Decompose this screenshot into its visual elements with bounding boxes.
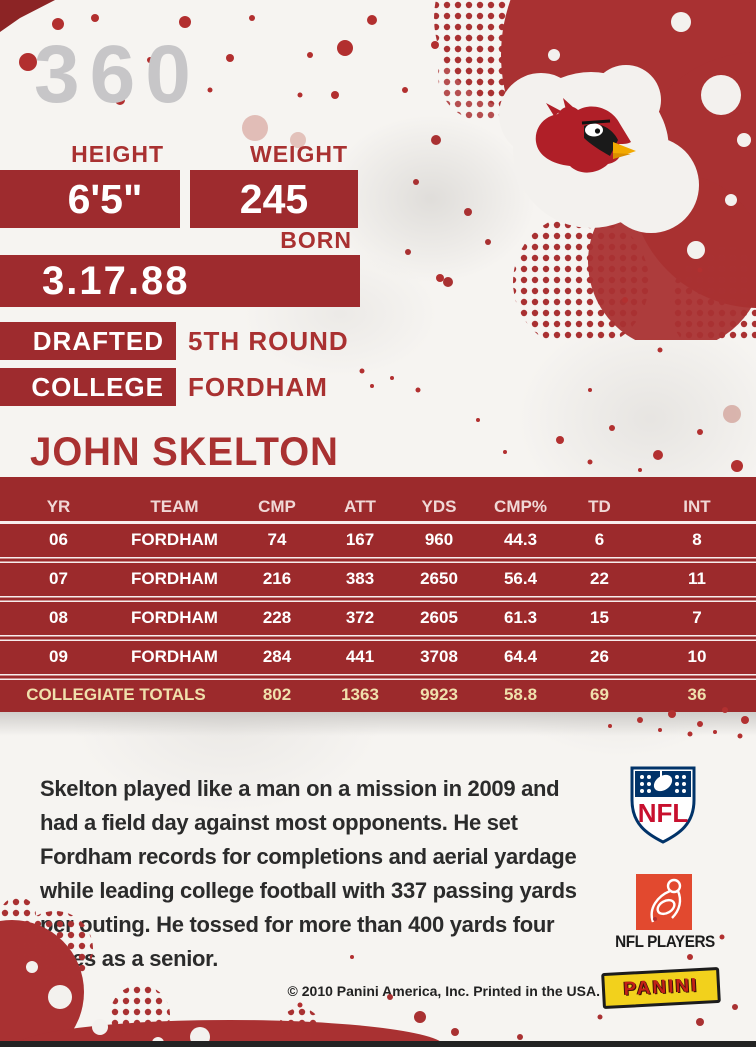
stat-cell: 960	[424, 530, 454, 549]
col-header: ATT	[344, 497, 376, 516]
row-divider	[0, 673, 756, 680]
stat-cell: FORDHAM	[131, 608, 218, 627]
drafted-label: DRAFTED	[0, 322, 176, 360]
copyright-text: © 2010 Panini America, Inc. Printed in t…	[287, 983, 600, 999]
card-number: 360	[34, 29, 201, 120]
college-value: FORDHAM	[188, 371, 328, 402]
panini-logo: PANINI	[601, 966, 721, 1010]
stat-cell: 07	[49, 569, 68, 588]
stat-cell: 284	[262, 647, 292, 666]
col-header: INT	[683, 497, 711, 516]
player-name: JOHN SKELTON	[30, 430, 339, 474]
stat-cell: 9923	[420, 684, 458, 704]
stat-cell: 7	[692, 608, 702, 627]
nfl-players-icon	[636, 874, 692, 930]
nfl-shield-icon: NFL	[630, 766, 696, 844]
row-divider	[0, 595, 756, 602]
stat-cell: 6	[594, 530, 605, 549]
stat-cell: FORDHAM	[131, 530, 218, 549]
drafted-value: 5TH ROUND	[188, 325, 349, 356]
stat-cell: 26	[590, 647, 609, 666]
stat-cell: 36	[687, 684, 707, 704]
college-label: COLLEGE	[0, 368, 176, 406]
col-header: CMP%	[494, 497, 547, 516]
weight-value: 245	[190, 170, 358, 228]
stat-cell: 09	[49, 647, 68, 666]
stat-cell: 08	[49, 608, 68, 627]
stat-cell: 8	[692, 530, 702, 549]
stat-cell: 383	[345, 569, 375, 588]
row-divider	[0, 556, 756, 563]
col-header: TD	[588, 497, 611, 516]
row-divider	[0, 521, 756, 524]
stats-row-2006: 06 FORDHAM 74 167 960 44.3 6 8	[0, 524, 756, 557]
stat-cell: 15	[590, 608, 609, 627]
stat-cell: 167	[345, 530, 375, 549]
stat-cell: 44.3	[503, 530, 538, 549]
stats-row-2008: 08 FORDHAM 228 372 2605 61.3 15 7	[0, 602, 756, 635]
col-header: CMP	[258, 497, 296, 516]
stats-header-row: YR TEAM CMP ATT YDS CMP% TD INT	[0, 493, 756, 521]
nfl-players-label: NFL PLAYERS	[615, 932, 715, 951]
stat-cell: 58.8	[503, 684, 538, 704]
stat-cell: 11	[688, 569, 706, 588]
col-header: TEAM	[150, 497, 199, 516]
stats-totals-row: COLLEGIATE TOTALS 802 1363 9923 58.8 69 …	[0, 680, 756, 710]
stat-cell: 22	[590, 569, 609, 588]
col-header: YDS	[421, 497, 457, 516]
weight-label: WEIGHT	[250, 141, 348, 167]
stat-cell: 10	[687, 647, 707, 666]
stat-cell: 3708	[420, 647, 458, 666]
stat-cell: 372	[345, 608, 375, 627]
stat-cell: 216	[262, 569, 292, 588]
nfl-shield-text: NFL	[638, 798, 689, 828]
stats-row-2009: 09 FORDHAM 284 441 3708 64.4 26 10	[0, 641, 756, 674]
stat-cell: 74	[267, 530, 287, 549]
stat-cell: FORDHAM	[131, 569, 218, 588]
stat-cell: 69	[590, 684, 609, 704]
panini-logo-text: PANINI	[622, 975, 699, 1000]
stat-cell: 2650	[420, 569, 458, 588]
stat-cell: 06	[49, 530, 68, 549]
stat-cell: FORDHAM	[131, 647, 218, 666]
stat-cell: 802	[262, 684, 292, 704]
born-value: 3.17.88	[0, 255, 360, 307]
card-bottom-edge	[0, 1041, 756, 1047]
table-shadow-strip	[0, 712, 756, 736]
height-label: HEIGHT	[71, 141, 164, 167]
height-value: 6'5"	[0, 170, 180, 228]
row-divider	[0, 634, 756, 641]
col-header: YR	[46, 497, 71, 516]
born-label: BORN	[280, 227, 352, 253]
stat-cell: 61.3	[503, 608, 538, 627]
stat-cell: 2605	[420, 608, 458, 627]
team-splatter-art	[405, 0, 756, 340]
cardinals-logo-icon	[535, 98, 636, 173]
stat-cell: 228	[262, 608, 292, 627]
totals-label: COLLEGIATE TOTALS	[26, 684, 206, 704]
stats-table: YR TEAM CMP ATT YDS CMP% TD INT 06 FORDH…	[0, 477, 756, 712]
player-bio-text: Skelton played like a man on a mission i…	[40, 776, 577, 971]
stat-cell: 1363	[341, 684, 379, 704]
stats-row-2007: 07 FORDHAM 216 383 2650 56.4 22 11	[0, 563, 756, 596]
stat-cell: 56.4	[503, 569, 538, 588]
stat-cell: 64.4	[503, 647, 538, 666]
stat-cell: 441	[345, 647, 375, 666]
